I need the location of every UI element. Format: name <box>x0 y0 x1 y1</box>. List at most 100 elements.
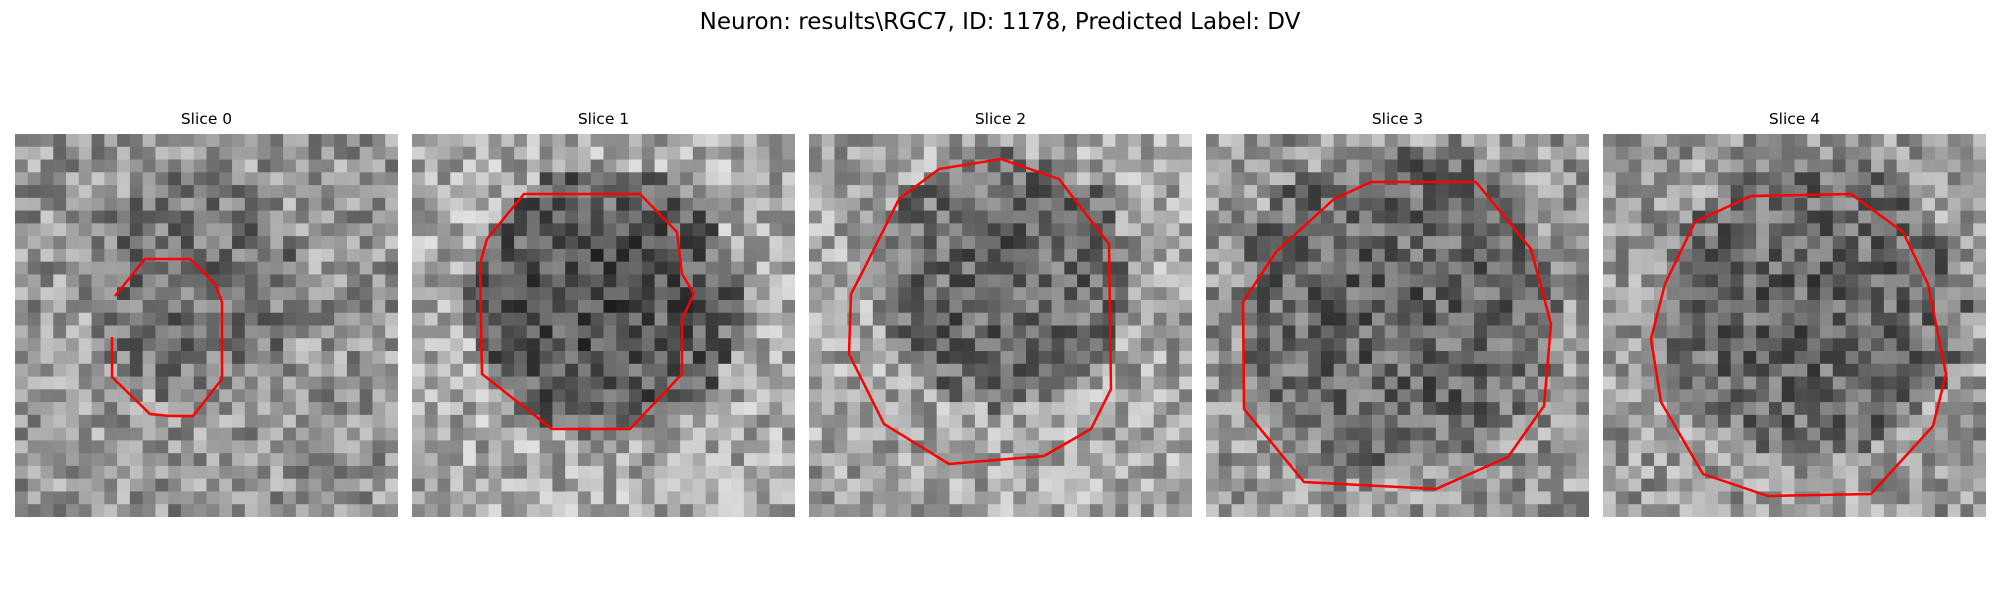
pixel <box>1371 453 1386 467</box>
pixel <box>872 248 887 263</box>
pixel <box>66 325 80 339</box>
pixel <box>898 223 912 237</box>
pixel <box>450 465 464 480</box>
pixel <box>206 338 220 352</box>
pixel <box>385 414 398 429</box>
pixel <box>654 146 668 161</box>
pixel <box>1909 325 1923 339</box>
pixel <box>283 491 297 505</box>
pixel <box>283 261 297 276</box>
pixel <box>91 223 105 237</box>
pixel <box>962 287 976 301</box>
pixel <box>847 223 861 237</box>
pixel <box>295 134 310 148</box>
pixel <box>1064 312 1078 327</box>
pixel <box>1909 389 1923 403</box>
pixel <box>1089 287 1104 301</box>
pixel <box>206 465 220 480</box>
pixel <box>321 491 335 505</box>
pixel <box>1794 338 1808 352</box>
pixel <box>1000 248 1014 263</box>
pixel <box>1603 402 1617 416</box>
pixel <box>1231 453 1245 467</box>
pixel <box>680 325 694 339</box>
pixel <box>1654 210 1668 224</box>
pixel <box>1807 376 1821 390</box>
pixel <box>321 299 335 314</box>
pixel <box>91 402 105 416</box>
pixel <box>847 248 861 263</box>
pixel <box>1730 274 1745 288</box>
pixel <box>514 248 528 263</box>
pixel <box>346 402 361 416</box>
pixel <box>193 146 208 161</box>
pixel <box>1845 504 1859 517</box>
pixel <box>603 465 617 480</box>
pixel <box>1563 197 1577 212</box>
pixel <box>1679 504 1693 517</box>
pixel <box>923 223 938 237</box>
pixel <box>949 338 963 352</box>
pixel <box>1013 299 1027 314</box>
pixel <box>834 376 848 390</box>
pixel <box>680 287 694 301</box>
pixel <box>1832 261 1847 276</box>
pixel <box>552 299 566 314</box>
pixel <box>488 504 502 517</box>
pixel <box>654 134 668 148</box>
pixel <box>743 453 758 467</box>
pixel <box>1756 453 1770 467</box>
pixel <box>1231 440 1245 454</box>
pixel <box>1435 376 1450 390</box>
pixel <box>1295 504 1309 517</box>
pixel <box>501 427 515 441</box>
pixel <box>731 504 745 517</box>
pixel <box>1295 185 1309 199</box>
pixel <box>1026 389 1040 403</box>
pixel <box>539 338 554 352</box>
pixel <box>424 389 439 403</box>
pixel <box>1257 402 1271 416</box>
pixel <box>1269 325 1284 339</box>
pixel <box>885 338 899 352</box>
pixel <box>193 312 208 327</box>
pixel <box>1499 197 1513 212</box>
pixel <box>244 312 259 327</box>
pixel <box>412 223 426 237</box>
pixel <box>1486 287 1501 301</box>
pixel <box>142 172 157 186</box>
pixel <box>1705 236 1719 250</box>
pixel <box>1435 427 1450 441</box>
pixel <box>232 453 246 467</box>
pixel <box>1858 478 1872 493</box>
pixel <box>321 402 335 416</box>
pixel <box>91 185 105 199</box>
pixel <box>629 261 643 276</box>
pixel <box>603 427 617 441</box>
pixel <box>923 402 938 416</box>
pixel <box>155 440 169 454</box>
pixel <box>743 236 758 250</box>
pixel <box>1153 159 1168 173</box>
pixel <box>1077 299 1091 314</box>
pixel <box>180 146 195 161</box>
pixel <box>987 465 1002 480</box>
pixel <box>1000 261 1014 276</box>
pixel <box>1231 197 1245 212</box>
pixel <box>334 504 348 517</box>
pixel <box>1845 312 1859 327</box>
pixel <box>372 440 386 454</box>
pixel <box>1717 312 1732 327</box>
pixel <box>424 338 439 352</box>
pixel <box>603 210 617 224</box>
pixel <box>1858 351 1872 365</box>
pixel <box>1102 491 1116 505</box>
pixel <box>450 453 464 467</box>
pixel <box>129 236 144 250</box>
pixel <box>809 440 823 454</box>
pixel <box>308 453 322 467</box>
pixel <box>295 414 310 429</box>
pixel <box>180 312 195 327</box>
pixel <box>1896 274 1910 288</box>
pixel <box>91 134 105 148</box>
